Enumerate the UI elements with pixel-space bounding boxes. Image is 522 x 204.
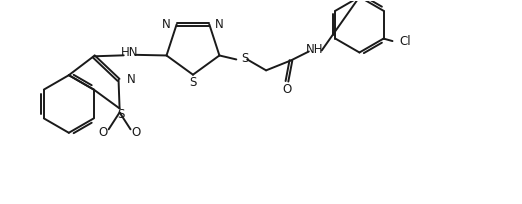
Text: N: N (126, 73, 135, 86)
Text: HN: HN (121, 46, 138, 59)
Text: S: S (117, 108, 124, 121)
Text: O: O (98, 126, 108, 139)
Text: N: N (215, 18, 224, 31)
Text: O: O (282, 83, 292, 96)
Text: N: N (162, 18, 171, 31)
Text: Cl: Cl (399, 34, 411, 48)
Text: O: O (132, 126, 141, 139)
Text: S: S (189, 76, 197, 89)
Text: S: S (241, 52, 248, 65)
Text: NH: NH (306, 43, 324, 56)
